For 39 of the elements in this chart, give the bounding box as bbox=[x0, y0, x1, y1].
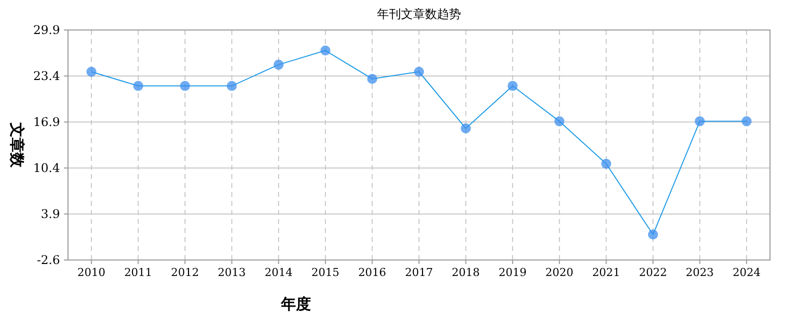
point bbox=[414, 66, 424, 77]
y-tick-label: 23.4 bbox=[33, 69, 60, 83]
x-tick-label: 2011 bbox=[124, 266, 152, 279]
x-tick-label: 2017 bbox=[405, 266, 433, 279]
x-tick-label: 2023 bbox=[686, 266, 714, 279]
point bbox=[554, 116, 564, 126]
x-tick-label: 2015 bbox=[311, 266, 340, 279]
y-tick-label: 10.4 bbox=[33, 161, 60, 175]
y-tick-label: 29.9 bbox=[33, 23, 60, 37]
x-tick-label: 2018 bbox=[452, 266, 480, 279]
point bbox=[601, 158, 612, 169]
x-axis-title: 年度 bbox=[280, 295, 311, 313]
y-tick-label: 16.9 bbox=[33, 115, 60, 129]
point bbox=[86, 66, 96, 77]
x-tick-label: 2022 bbox=[639, 266, 667, 279]
x-tick-label: 2019 bbox=[498, 266, 527, 279]
x-tick-label: 2010 bbox=[77, 266, 106, 279]
x-tick-label: 2012 bbox=[171, 266, 199, 279]
point bbox=[320, 46, 330, 56]
point bbox=[648, 230, 658, 240]
point bbox=[226, 80, 237, 91]
x-tick-label: 2020 bbox=[545, 266, 574, 279]
point bbox=[508, 80, 518, 91]
point bbox=[694, 116, 705, 126]
y-tick-label: 3.9 bbox=[40, 207, 60, 221]
point bbox=[367, 74, 378, 84]
point bbox=[274, 60, 284, 70]
x-tick-label: 2013 bbox=[218, 266, 246, 279]
point bbox=[180, 80, 190, 91]
x-tick-label: 2024 bbox=[732, 266, 761, 279]
point bbox=[742, 116, 752, 126]
y-axis-title: 文章数 bbox=[8, 122, 26, 168]
y-tick-label: -2.6 bbox=[36, 253, 60, 267]
x-tick-label: 2021 bbox=[592, 266, 620, 279]
point bbox=[460, 123, 471, 134]
x-tick-label: 2016 bbox=[358, 266, 386, 279]
x-tick-label: 2014 bbox=[264, 266, 293, 279]
point bbox=[133, 80, 144, 91]
chart-title: 年刊文章数趋势 bbox=[377, 7, 461, 21]
